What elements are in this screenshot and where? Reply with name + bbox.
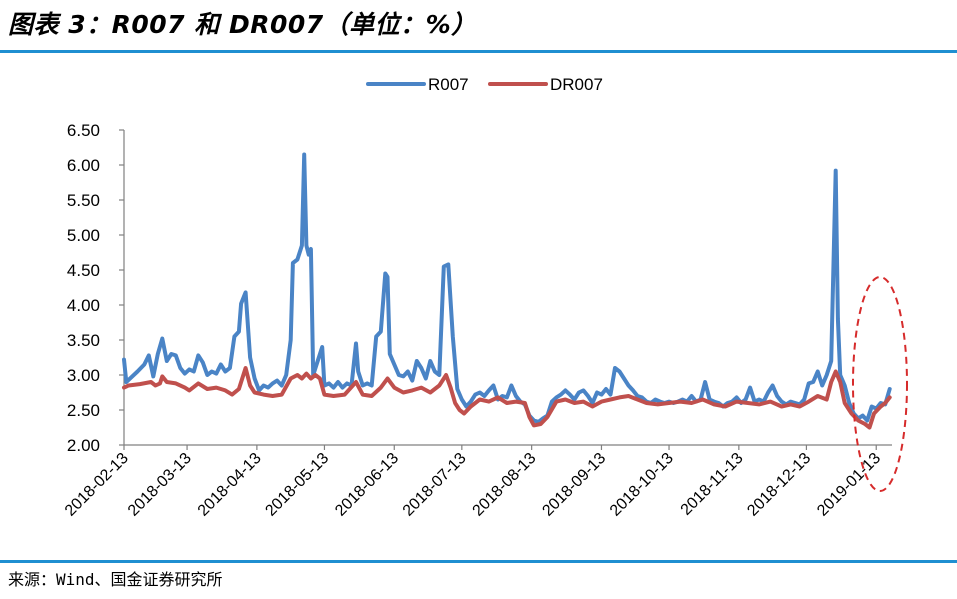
legend-item-r007: R007 — [366, 75, 469, 94]
y-tick-label: 3.50 — [67, 331, 100, 350]
y-tick-label: 4.00 — [67, 296, 100, 315]
y-tick-label: 6.00 — [67, 156, 100, 175]
source-note: 来源：Wind、国金证券研究所 — [8, 570, 223, 589]
line-chart: R007 DR007 2.00 2.50 3.00 3.50 4.00 4.50 5.00 5.… — [62, 75, 908, 520]
series-layer — [122, 152, 892, 430]
top-divider — [0, 50, 957, 53]
r007-line — [122, 152, 892, 424]
x-tick-label: 2018-02-13 — [62, 450, 132, 520]
x-tick-label: 2018-07-13 — [400, 450, 470, 520]
bottom-divider — [0, 560, 957, 563]
x-tick-label: 2018-05-13 — [262, 450, 332, 520]
y-tick-label: 2.00 — [67, 436, 100, 455]
page-title: 图表 3：R007 和 DR007（单位：%） — [8, 10, 477, 39]
y-tick-label: 5.50 — [67, 191, 100, 210]
y-tick-label: 3.00 — [67, 366, 100, 385]
x-tick-label: 2018-08-13 — [470, 450, 540, 520]
y-tick-label: 6.50 — [67, 121, 100, 140]
x-tick-label: 2018-03-13 — [125, 450, 195, 520]
x-tick-label: 2018-12-13 — [744, 450, 814, 520]
annotation-layer — [852, 276, 908, 492]
legend-label: R007 — [428, 75, 469, 94]
highlight-ellipse — [852, 276, 908, 492]
x-tick-label: 2018-06-13 — [332, 450, 402, 520]
x-tick-label: 2019-01-13 — [814, 450, 884, 520]
legend-item-dr007: DR007 — [488, 75, 603, 94]
x-tick-label: 2018-09-13 — [539, 450, 609, 520]
y-tick-label: 5.00 — [67, 226, 100, 245]
y-axis: 2.00 2.50 3.00 3.50 4.00 4.50 5.00 5.50 6.00 6.50 — [67, 121, 125, 455]
y-tick-label: 4.50 — [67, 261, 100, 280]
dr007-line — [122, 366, 892, 430]
chart-legend: R007 DR007 — [366, 75, 603, 94]
x-tick-label: 2018-11-13 — [678, 450, 747, 519]
y-tick-label: 2.50 — [67, 401, 100, 420]
legend-label: DR007 — [550, 75, 603, 94]
x-tick-label: 2018-10-13 — [607, 450, 677, 520]
x-tick-label: 2018-04-13 — [195, 450, 265, 520]
